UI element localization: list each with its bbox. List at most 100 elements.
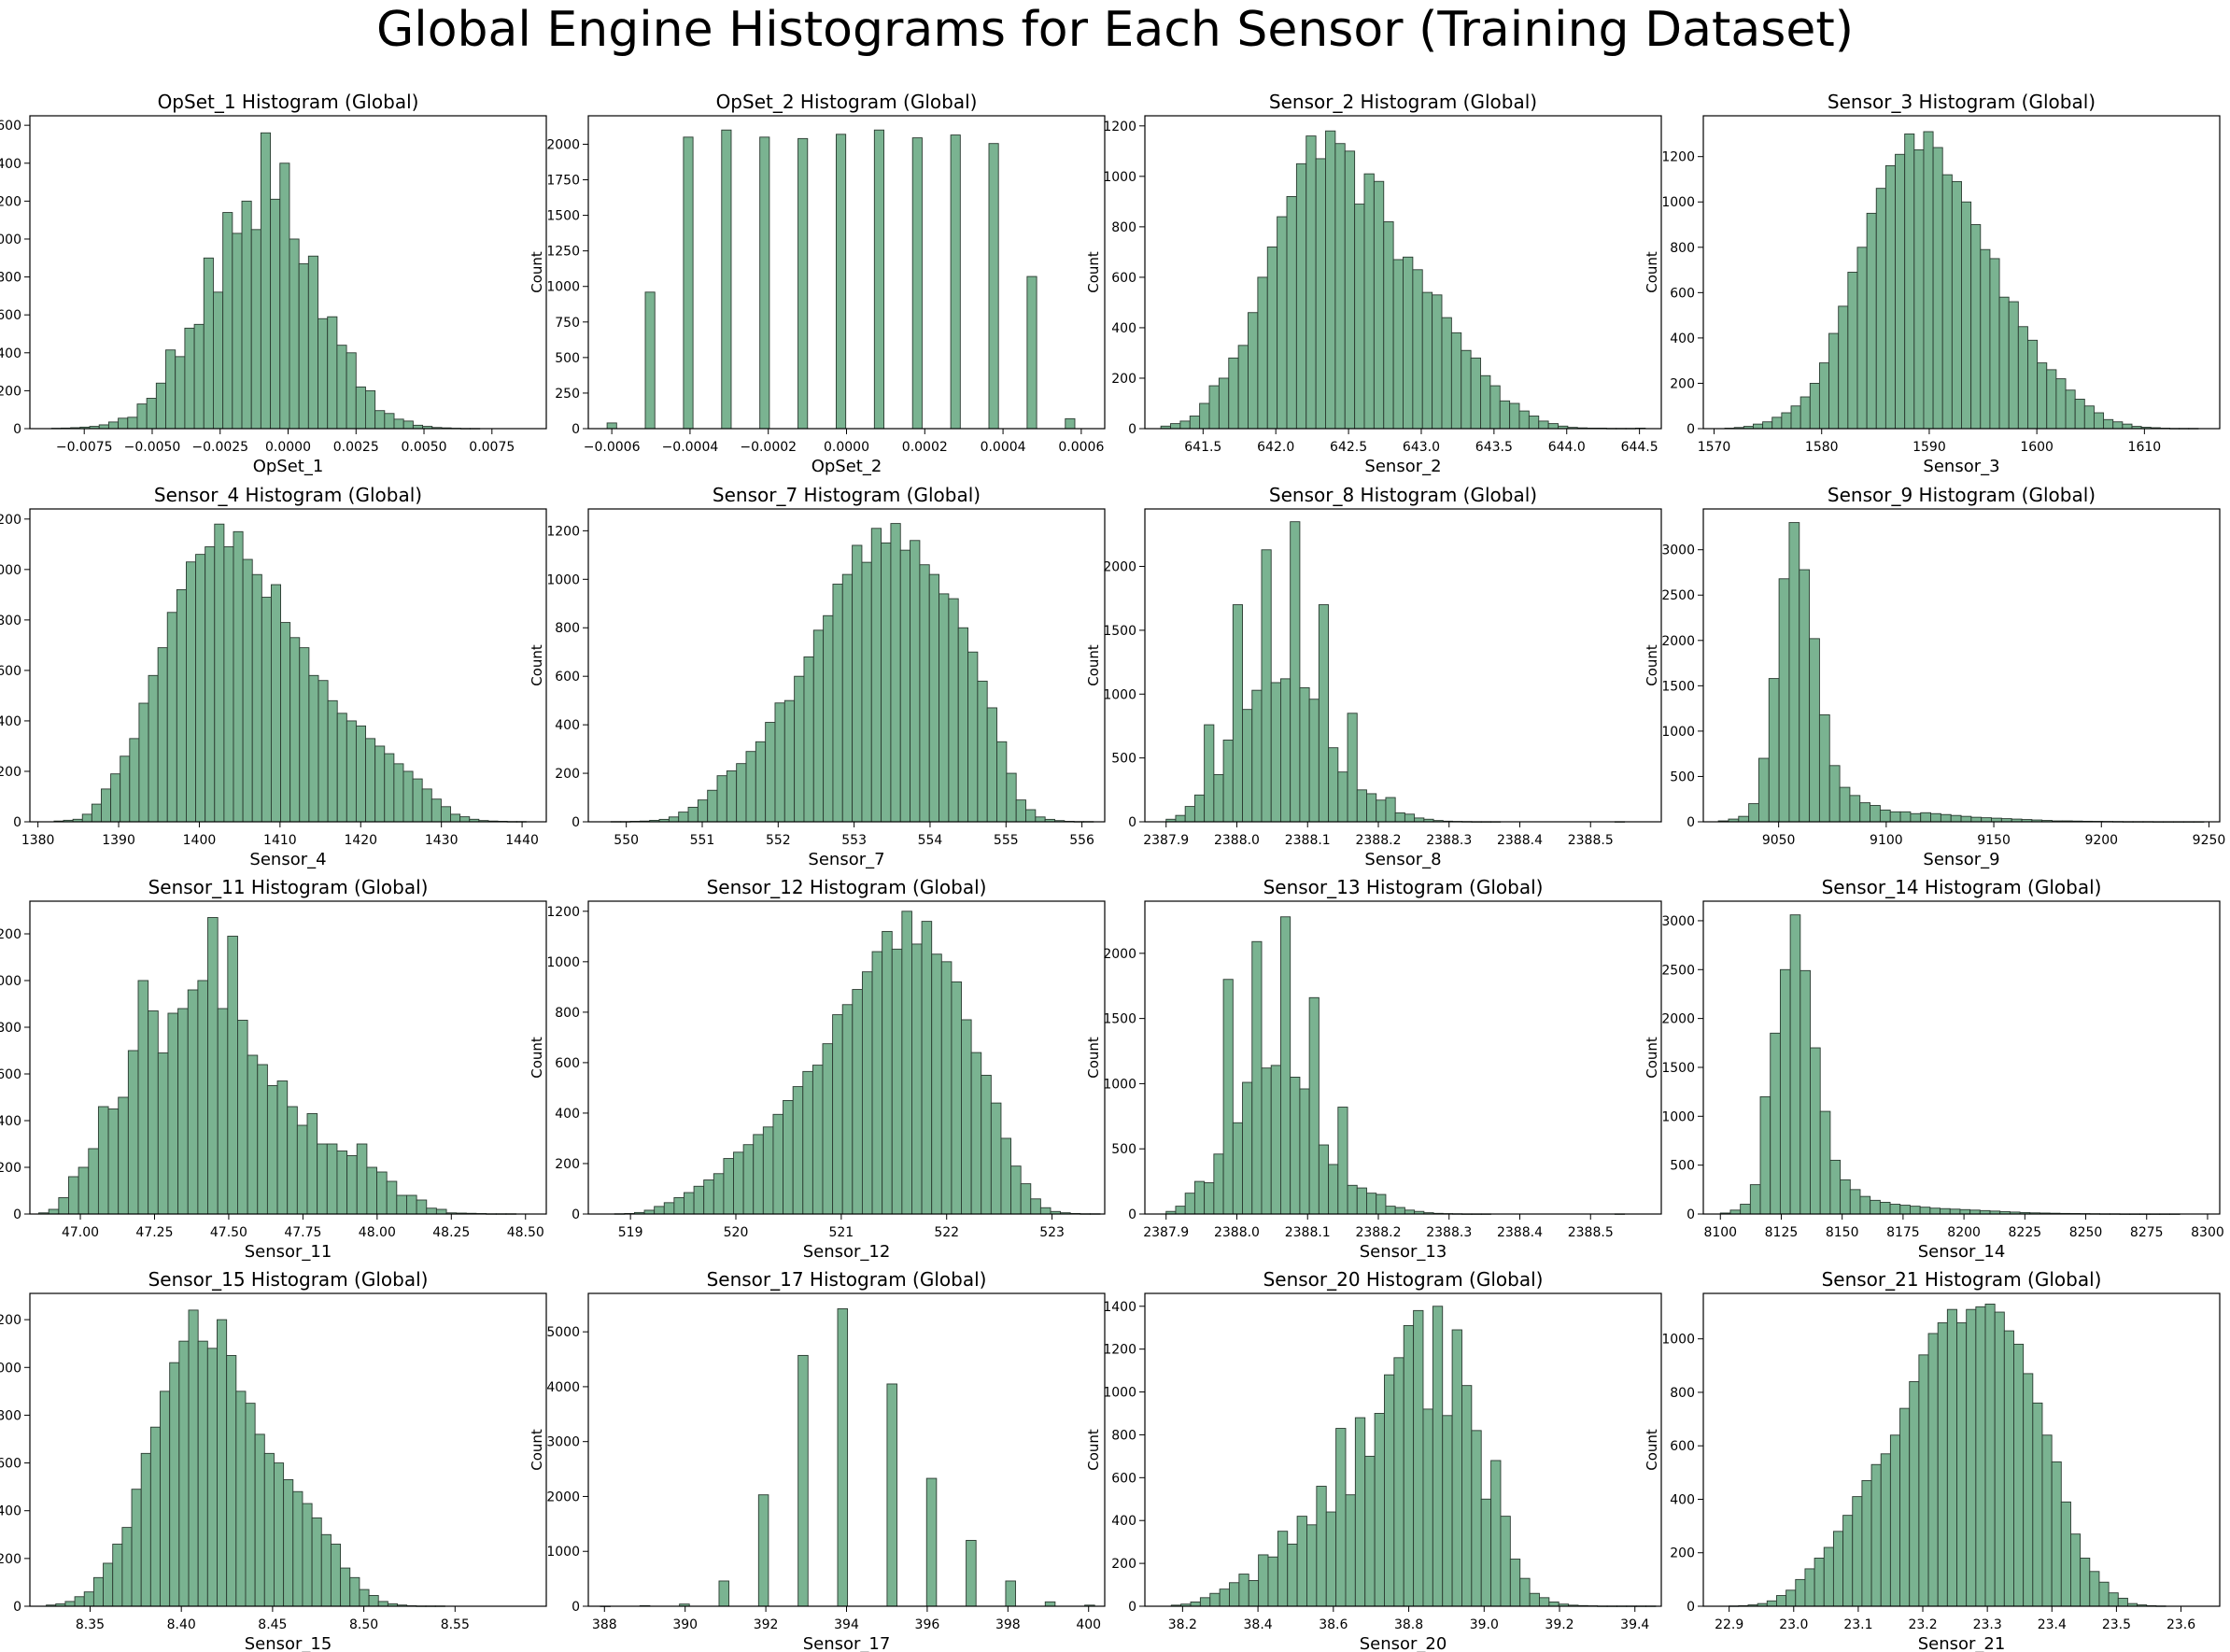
x-tick-label: 2388.4 <box>1497 1225 1543 1240</box>
histogram-bar <box>320 1533 332 1607</box>
histogram-bar <box>967 651 979 823</box>
histogram-bar <box>374 745 386 823</box>
histogram-bar <box>1757 757 1770 823</box>
histogram-bar <box>1889 1434 1901 1607</box>
histogram-bar <box>1299 1088 1310 1215</box>
chart-title: Sensor_21 Histogram (Global) <box>1822 1268 2102 1291</box>
x-tick-label: 8225 <box>2009 1225 2042 1240</box>
histogram-bar <box>280 622 291 823</box>
histogram-bar <box>1030 1198 1041 1215</box>
x-tick-label: 553 <box>841 833 867 848</box>
histogram-bar <box>966 1540 977 1607</box>
histogram-bar <box>1818 713 1830 823</box>
histogram-bar <box>131 1489 142 1607</box>
histogram-bar <box>1828 765 1841 823</box>
y-tick-label: 2000 <box>1661 1012 1695 1027</box>
histogram-bar <box>2074 398 2085 430</box>
histogram-bar <box>1969 1209 1981 1215</box>
histogram-bar <box>296 1124 308 1215</box>
x-tick-label: 1590 <box>1912 440 1946 455</box>
histogram-bar <box>169 1362 180 1607</box>
histogram-bar <box>251 573 262 823</box>
histogram-bar <box>368 1595 379 1607</box>
y-tick-label: 1500 <box>1103 624 1136 639</box>
histogram-bar <box>450 813 461 823</box>
histogram-bar <box>823 614 834 823</box>
x-tick-label: 641.5 <box>1184 440 1221 455</box>
y-tick-label: 1400 <box>1103 1300 1136 1315</box>
histogram-bar <box>148 674 159 823</box>
histogram-bar <box>1910 812 1922 823</box>
histogram-bar <box>1318 604 1330 823</box>
histogram-bar <box>1832 1531 1844 1607</box>
x-tick-label: 400 <box>1076 1617 1101 1632</box>
chart-title: Sensor_17 Histogram (Global) <box>707 1268 987 1291</box>
histogram-bar <box>64 1601 76 1607</box>
histogram-bar <box>1290 1076 1301 1215</box>
histogram-bar <box>1998 296 2010 430</box>
x-tick-label: 392 <box>754 1617 779 1632</box>
histogram-bar <box>197 1340 208 1607</box>
x-tick-label: 520 <box>724 1225 749 1240</box>
y-tick-label: 600 <box>1670 286 1695 301</box>
histogram-bar <box>1480 1498 1492 1607</box>
histogram-bar <box>1232 604 1243 823</box>
histogram-bar <box>1010 1165 1022 1215</box>
histogram-bar <box>1923 131 1934 430</box>
y-tick-label: 800 <box>555 621 580 636</box>
histogram-bar <box>1190 1601 1201 1607</box>
x-tick-label: 8.50 <box>349 1617 378 1632</box>
histogram-bar <box>1989 258 2000 430</box>
histogram-bar <box>757 1494 769 1607</box>
y-tick-label: 600 <box>1111 271 1136 286</box>
histogram-bar <box>721 129 732 430</box>
y-tick-label: 500 <box>1670 1159 1695 1174</box>
histogram-bar <box>232 233 243 430</box>
histogram-bar <box>1819 1110 1831 1215</box>
histogram-bar <box>1789 914 1801 1215</box>
histogram-bar <box>1548 1601 1560 1607</box>
histogram-bar <box>1403 256 1414 430</box>
y-tick-label: 5000 <box>546 1325 580 1340</box>
histogram-bar <box>1354 1417 1366 1607</box>
histogram-bar <box>1840 1179 1851 1215</box>
y-tick-label: 1000 <box>1661 1109 1695 1124</box>
y-tick-label: 800 <box>0 271 21 286</box>
histogram-bar <box>241 200 252 430</box>
histogram-bar <box>1258 1554 1269 1607</box>
histogram-bar <box>1547 423 1559 430</box>
y-tick-label: 3000 <box>546 1435 580 1450</box>
histogram-bar <box>263 1452 275 1607</box>
y-tick-label: 800 <box>1670 1386 1695 1401</box>
histogram-bar <box>1975 1306 1986 1607</box>
histogram-bar <box>1951 180 1962 430</box>
histogram-bar <box>1296 1516 1307 1607</box>
x-axis-label: OpSet_1 <box>253 457 324 476</box>
histogram-bar <box>1847 272 1858 430</box>
histogram-bar <box>1910 1206 1921 1215</box>
histogram-bar <box>1277 216 1288 430</box>
histogram-bar <box>1393 1357 1404 1607</box>
histogram-bar <box>762 1126 774 1215</box>
histogram-bar <box>1213 773 1224 823</box>
histogram-bar <box>951 981 962 1215</box>
histogram-bar <box>1189 416 1201 430</box>
x-tick-label: 8.55 <box>441 1617 470 1632</box>
histogram-bar <box>416 1199 428 1215</box>
histogram-bar <box>1778 578 1790 823</box>
histogram-bar <box>668 816 680 823</box>
x-tick-label: 1400 <box>183 833 217 848</box>
histogram-bar <box>1020 1183 1032 1215</box>
histogram-bar <box>1970 816 1983 823</box>
y-tick-label: 0 <box>1687 1600 1695 1615</box>
histogram-bar <box>1528 416 1540 430</box>
y-tick-label: 0 <box>1687 1207 1695 1222</box>
histogram-bar <box>726 770 738 823</box>
histogram-bar <box>283 1479 294 1607</box>
y-axis-label: Count <box>529 644 545 686</box>
histogram-bar <box>977 680 988 823</box>
y-tick-label: 400 <box>555 718 580 733</box>
histogram-bar <box>1170 423 1181 430</box>
histogram-bar <box>1219 1588 1230 1607</box>
y-tick-label: 200 <box>1670 376 1695 391</box>
